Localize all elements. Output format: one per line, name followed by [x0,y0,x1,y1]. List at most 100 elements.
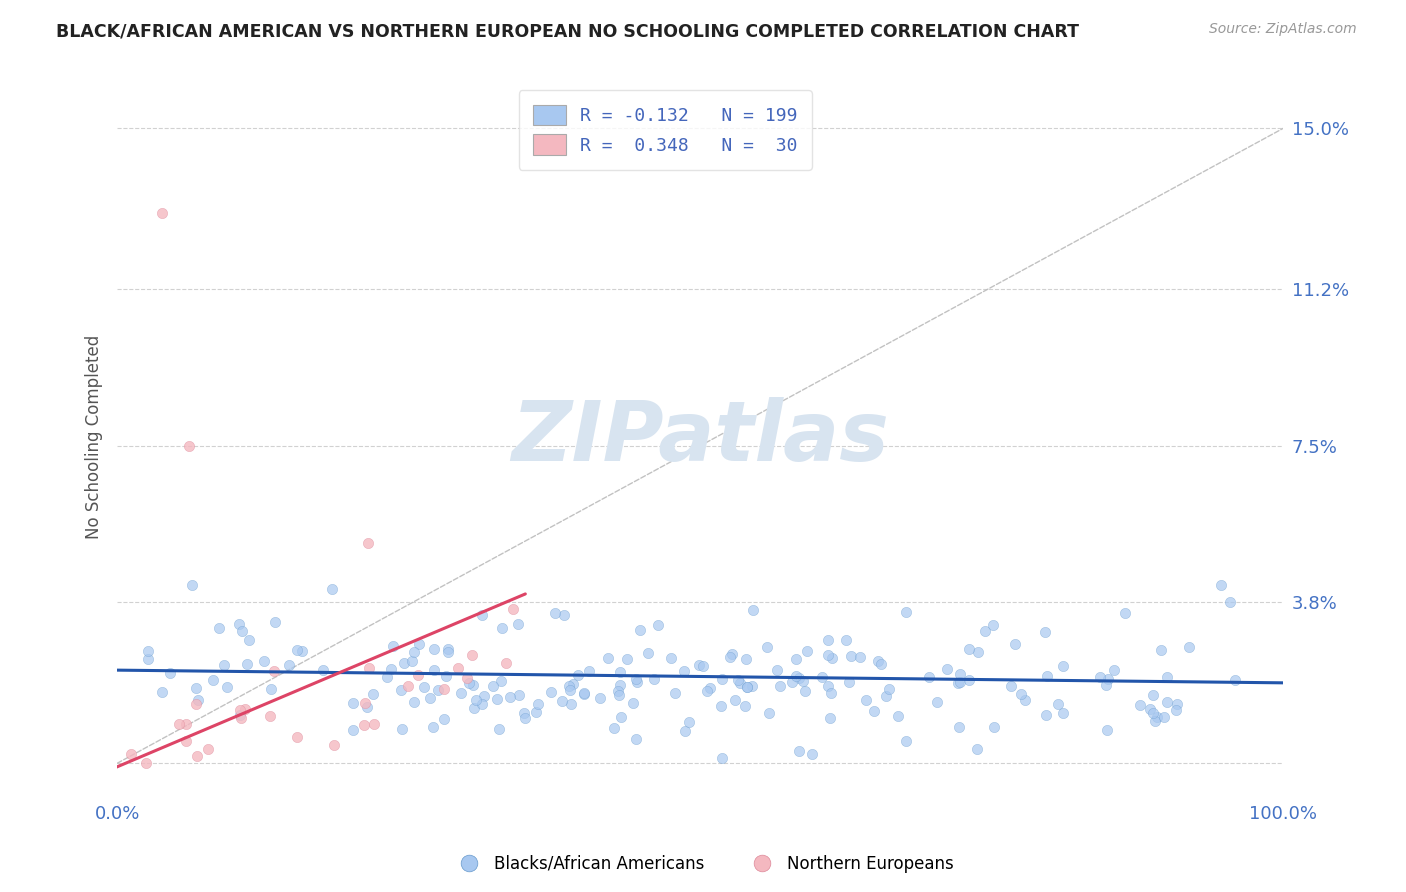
Point [696,684,718,698]
Point [456,671,478,685]
Point [526,697,548,711]
Point [285,730,308,744]
Point [1052,706,1074,720]
Point [967,645,990,659]
Point [235,702,257,716]
Point [471,607,494,622]
Point [616,652,638,666]
Point [624,731,647,746]
Point [1004,636,1026,650]
Point [419,690,441,705]
Point [354,697,377,711]
Point [1219,595,1241,609]
Point [174,717,197,731]
Point [957,673,980,688]
Point [839,648,862,663]
Point [433,712,456,726]
Point [215,680,238,694]
Point [659,651,682,665]
Point [135,756,157,771]
Point [672,664,695,678]
Point [228,617,250,632]
Point [1142,706,1164,721]
Point [465,693,488,707]
Point [236,657,259,672]
Point [401,654,423,668]
Point [461,678,484,692]
Point [508,688,530,702]
Point [229,703,252,717]
Point [472,689,495,703]
Point [801,747,824,762]
Point [796,644,818,658]
Point [1143,714,1166,728]
Point [342,723,364,737]
Point [1088,670,1111,684]
Point [558,679,581,693]
Point [710,672,733,686]
Point [966,742,988,756]
Point [1156,696,1178,710]
Point [607,688,630,702]
Point [621,696,644,710]
Point [382,639,405,653]
Point [558,683,581,698]
Point [724,693,747,707]
Point [406,668,429,682]
Point [513,706,536,720]
Point [202,673,225,688]
Point [1097,672,1119,686]
Point [342,696,364,710]
Point [588,690,610,705]
Point [228,708,250,723]
Point [949,666,972,681]
Point [489,674,512,689]
Point [730,676,752,690]
Point [785,651,807,665]
Point [238,633,260,648]
Point [936,662,959,676]
Point [524,705,547,719]
Point [741,679,763,693]
Point [688,658,710,673]
Point [363,716,385,731]
Point [458,675,481,690]
Point [692,659,714,673]
Point [596,651,619,665]
Point [433,682,456,697]
Point [356,699,378,714]
Point [1052,659,1074,673]
Point [918,670,941,684]
Text: BLACK/AFRICAN AMERICAN VS NORTHERN EUROPEAN NO SCHOOLING COMPLETED CORRELATION C: BLACK/AFRICAN AMERICAN VS NORTHERN EUROP… [56,22,1080,40]
Point [312,663,335,677]
Point [735,680,758,694]
Point [1114,607,1136,621]
Point [1035,708,1057,723]
Point [491,620,513,634]
Point [482,679,505,693]
Point [1139,702,1161,716]
Point [664,686,686,700]
Point [578,664,600,678]
Point [392,656,415,670]
Text: ZIPatlas: ZIPatlas [512,397,889,478]
Point [231,624,253,638]
Point [794,684,817,698]
Point [260,682,283,697]
Point [877,681,900,696]
Point [896,605,918,619]
Point [136,644,159,658]
Point [849,649,872,664]
Point [375,670,398,684]
Point [447,661,470,675]
Point [1150,642,1173,657]
Point [787,744,810,758]
Point [973,624,995,638]
Point [1164,703,1187,717]
Point [609,665,631,679]
Point [174,734,197,748]
Point [1010,687,1032,701]
Point [792,673,814,688]
Point [678,715,700,730]
Point [402,645,425,659]
